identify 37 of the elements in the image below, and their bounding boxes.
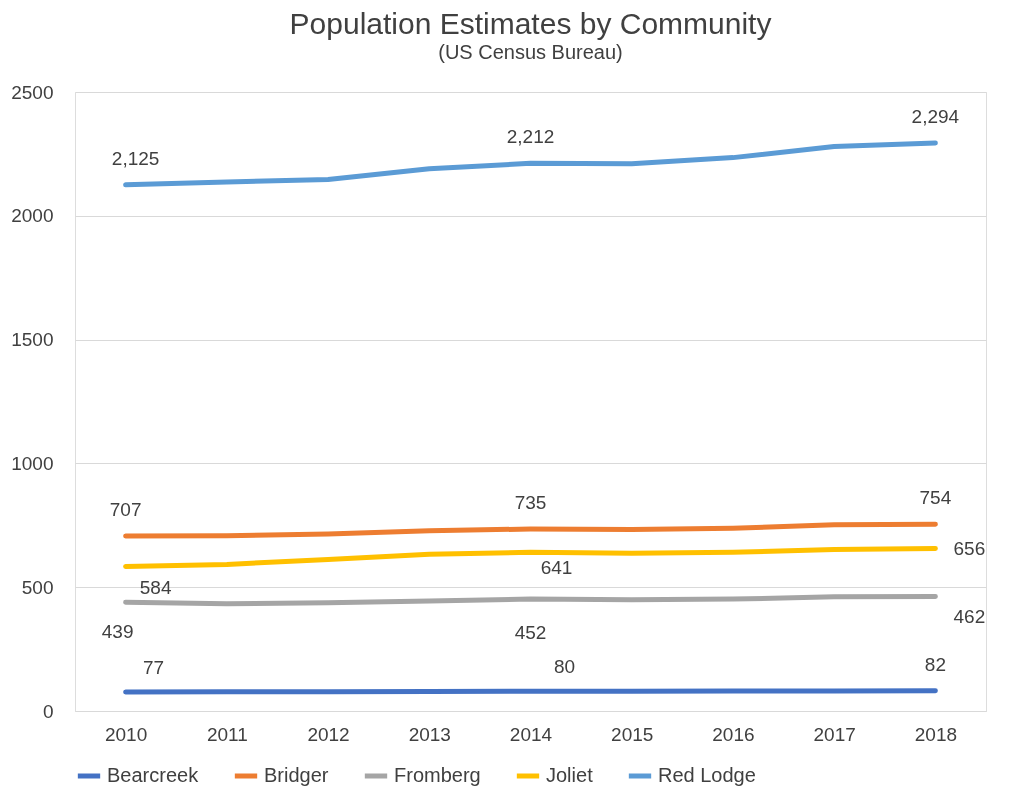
x-tick-label: 2017 [813,723,856,745]
y-tick-label: 1500 [11,329,54,351]
chart-title: Population Estimates by Community [289,7,772,40]
data-label: 82 [924,653,946,675]
x-tick-label: 2012 [307,723,350,745]
x-tick-label: 2011 [206,723,248,745]
x-tick-label: 2018 [914,723,958,745]
data-label: 462 [953,605,986,627]
x-tick-label: 2015 [611,723,654,745]
data-label: 2,294 [911,106,960,128]
legend-label: Joliet [546,764,594,786]
legend-label: Red Lodge [658,764,756,786]
chart-subtitle: (US Census Bureau) [438,41,623,63]
data-label: 2,212 [506,126,555,148]
legend-label: Bearcreek [107,764,200,786]
data-label: 641 [540,557,573,579]
data-label: 754 [919,487,952,509]
data-label: 735 [514,492,547,514]
x-tick-label: 2014 [509,723,553,745]
data-label: 656 [953,537,986,559]
data-label: 77 [143,656,165,678]
data-label: 80 [553,656,576,678]
legend-label: Fromberg [394,764,481,786]
x-tick-label: 2013 [408,723,451,745]
y-tick-label: 500 [21,576,54,598]
y-tick-label: 2000 [11,205,54,227]
y-tick-label: 1000 [11,452,54,474]
legend-label: Bridger [264,764,329,786]
y-tick-label: 0 [42,700,54,722]
x-tick-label: 2010 [104,723,148,745]
y-tick-label: 2500 [11,81,54,103]
data-label: 439 [101,621,134,643]
data-label: 2,125 [111,147,160,169]
data-label: 707 [109,498,142,520]
x-tick-label: 2016 [712,723,755,745]
data-label: 584 [139,577,172,599]
data-label: 452 [514,622,547,644]
